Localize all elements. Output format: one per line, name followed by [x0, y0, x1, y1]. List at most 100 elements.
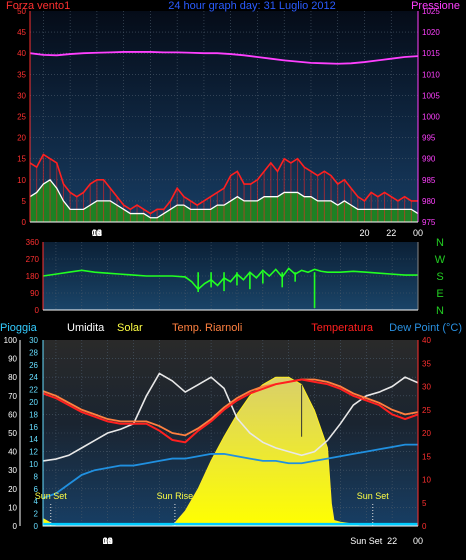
rain-tick: 8 [34, 472, 39, 481]
wind-left-tick: 15 [17, 155, 26, 164]
rain-tick: 20 [29, 398, 38, 407]
wind-left-tick: 5 [22, 197, 27, 206]
humidity-tick: 20 [8, 485, 17, 494]
sun-annotation: Sun Rise [157, 491, 194, 501]
temp-x-tick: 04 [103, 536, 113, 546]
wind-x-tick: 06 [92, 228, 102, 238]
wind-axis-label: Forza vento1 [6, 0, 70, 12]
temp-x-tick: 06 [103, 536, 113, 546]
humidity-tick: 100 [4, 336, 18, 345]
temp-right-tick: 20 [422, 429, 431, 438]
humidity-tick: 60 [8, 410, 17, 419]
direction-left-tick: 270 [26, 255, 40, 264]
humidity-tick: 90 [8, 355, 17, 364]
temp-x-tick: 02 [103, 536, 113, 546]
wind-x-tick: 00 [413, 228, 423, 238]
wind-x-tick: 04 [92, 228, 102, 238]
rain-tick: 0 [34, 522, 39, 531]
rain-tick: 2 [34, 510, 39, 519]
rain-tick: 6 [34, 485, 39, 494]
wind-left-tick: 35 [17, 70, 26, 79]
rain-tick: 26 [29, 361, 38, 370]
pressure-right-tick: 995 [422, 134, 436, 143]
pressure-right-tick: 1025 [422, 7, 440, 16]
rain-tick: 16 [29, 423, 38, 432]
temp-right-tick: 10 [422, 476, 431, 485]
pressure-right-tick: 1020 [422, 28, 440, 37]
humidity-tick: 80 [8, 373, 17, 382]
pressure-line [29, 51, 419, 65]
direction-left-tick: 180 [26, 272, 40, 281]
direction-left-tick: 0 [35, 306, 40, 315]
temp-x-tick: 00 [413, 536, 423, 546]
temp-x-tick: 12 [103, 536, 113, 546]
wind-x-tick: 08 [92, 228, 102, 238]
legend-item: Temperatura [311, 322, 374, 334]
sun-annotation: Sun Set [357, 491, 390, 501]
sun-annotation: Sun Set [35, 491, 68, 501]
humidity-tick: 10 [8, 503, 17, 512]
rain-tick: 24 [29, 373, 38, 382]
compass-label: S [436, 271, 443, 283]
wind-x-tick: 02 [92, 228, 102, 238]
temp-right-tick: 0 [422, 522, 427, 531]
wind-x-tick: 12 [92, 228, 102, 238]
legend-item: Umidita [67, 322, 105, 334]
wind-x-tick: 18 [92, 228, 102, 238]
rain-tick: 10 [29, 460, 38, 469]
temp-x-tick: Sun Set [350, 536, 383, 546]
compass-label: W [435, 254, 446, 266]
temperature-line [42, 378, 419, 444]
pressure-right-tick: 1015 [422, 49, 440, 58]
humidity-tick: 0 [13, 522, 18, 531]
pressure-right-tick: 990 [422, 155, 436, 164]
legend-item: Solar [117, 322, 143, 334]
compass-label: N [436, 237, 444, 249]
humidity-tick: 30 [8, 466, 17, 475]
legend-item: Dew Point (°C) [389, 322, 462, 334]
wind-left-tick: 25 [17, 113, 26, 122]
temp-x-tick: 10 [103, 536, 113, 546]
temp-x-tick: 08 [103, 536, 113, 546]
rain-tick: 14 [29, 435, 38, 444]
wind-left-tick: 0 [22, 218, 27, 227]
temp-right-tick: 15 [422, 452, 431, 461]
humidity-tick: 50 [8, 429, 17, 438]
wind-left-tick: 45 [17, 28, 26, 37]
rain-tick: 22 [29, 386, 38, 395]
chart-title: 24 hour graph day: 31 Luglio 2012 [168, 0, 336, 12]
wind-x-tick: 14 [92, 228, 102, 238]
temp-riarnoli-line [42, 378, 419, 437]
temp-right-tick: 35 [422, 359, 431, 368]
compass-label: N [436, 305, 444, 317]
wind-left-tick: 10 [17, 176, 26, 185]
humidity-tick: 40 [8, 448, 17, 457]
wind-left-tick: 40 [17, 49, 26, 58]
pressure-right-tick: 985 [422, 176, 436, 185]
pressure-right-tick: 980 [422, 197, 436, 206]
humidity-tick: 70 [8, 392, 17, 401]
temp-right-tick: 25 [422, 406, 431, 415]
pressure-axis-label: Pressione [411, 0, 460, 12]
temp-right-tick: 30 [422, 383, 431, 392]
wind-x-tick: 22 [386, 228, 396, 238]
pressure-right-tick: 1005 [422, 91, 440, 100]
wind-x-tick: 00 [92, 228, 102, 238]
temp-x-tick: 14 [103, 536, 113, 546]
wind-x-tick: 20 [359, 228, 369, 238]
dewpoint-line [42, 443, 418, 499]
compass-label: E [436, 288, 443, 300]
rain-tick: 30 [29, 336, 38, 345]
temp-x-tick: 00 [103, 536, 113, 546]
wind-left-tick: 30 [17, 91, 26, 100]
direction-line [42, 267, 418, 291]
legend-item: Temp. Riarnoli [172, 322, 242, 334]
temp-x-tick: 22 [387, 536, 397, 546]
rain-tick: 4 [34, 497, 39, 506]
temp-right-tick: 40 [422, 336, 431, 345]
temp-x-tick: 16 [103, 536, 113, 546]
pressure-right-tick: 1010 [422, 70, 440, 79]
pressure-right-tick: 1000 [422, 113, 440, 122]
